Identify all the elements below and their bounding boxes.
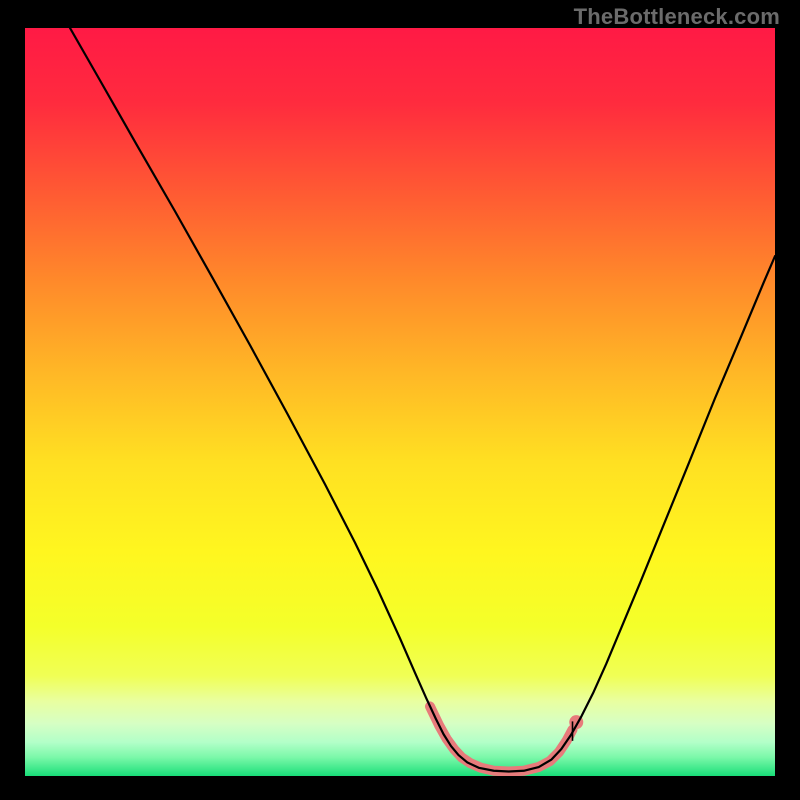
watermark-text: TheBottleneck.com: [574, 4, 780, 30]
plot-background: [25, 28, 775, 776]
chart-container: { "watermark": { "text": "TheBottleneck.…: [0, 0, 800, 800]
bottleneck-chart: [0, 0, 800, 800]
